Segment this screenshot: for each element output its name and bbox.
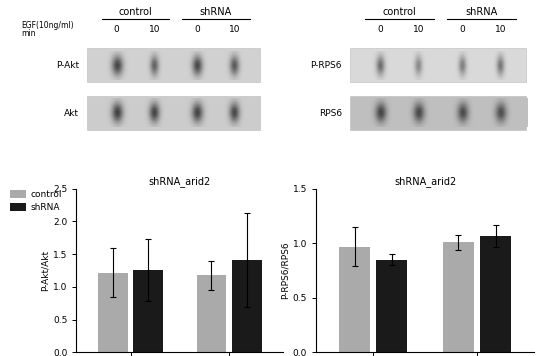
Bar: [134, 270, 163, 352]
Text: min: min: [21, 29, 36, 38]
Text: Akt: Akt: [64, 109, 79, 117]
Title: shRNA_arid2: shRNA_arid2: [394, 177, 456, 187]
Bar: [443, 242, 474, 352]
Bar: [232, 260, 262, 352]
Legend: control, shRNA: control, shRNA: [10, 190, 62, 213]
Bar: [339, 247, 370, 352]
Text: 0: 0: [114, 25, 119, 34]
Bar: [87, 48, 259, 82]
Text: shRNA: shRNA: [199, 7, 232, 17]
Text: 0: 0: [459, 25, 465, 34]
Text: 10: 10: [495, 25, 506, 34]
Text: P-Akt: P-Akt: [56, 61, 79, 70]
Text: RPS6: RPS6: [319, 109, 342, 117]
Text: 10: 10: [413, 25, 425, 34]
Bar: [480, 236, 511, 352]
Text: control: control: [383, 7, 416, 17]
Text: EGF(10ng/ml): EGF(10ng/ml): [21, 21, 74, 30]
Text: 10: 10: [148, 25, 160, 34]
Text: P-RPS6: P-RPS6: [311, 61, 342, 70]
Bar: [98, 273, 128, 352]
Y-axis label: P-RPS6/RPS6: P-RPS6/RPS6: [281, 242, 290, 299]
Bar: [87, 96, 259, 130]
Bar: [376, 260, 408, 352]
Y-axis label: P-Akt/Akt: P-Akt/Akt: [41, 250, 50, 291]
Bar: [350, 96, 526, 130]
Text: 0: 0: [194, 25, 199, 34]
Text: 10: 10: [229, 25, 240, 34]
Title: shRNA_arid2: shRNA_arid2: [149, 177, 211, 187]
Bar: [350, 48, 526, 82]
Text: shRNA: shRNA: [465, 7, 498, 17]
Text: 0: 0: [378, 25, 383, 34]
Bar: [197, 275, 226, 352]
Text: control: control: [119, 7, 152, 17]
